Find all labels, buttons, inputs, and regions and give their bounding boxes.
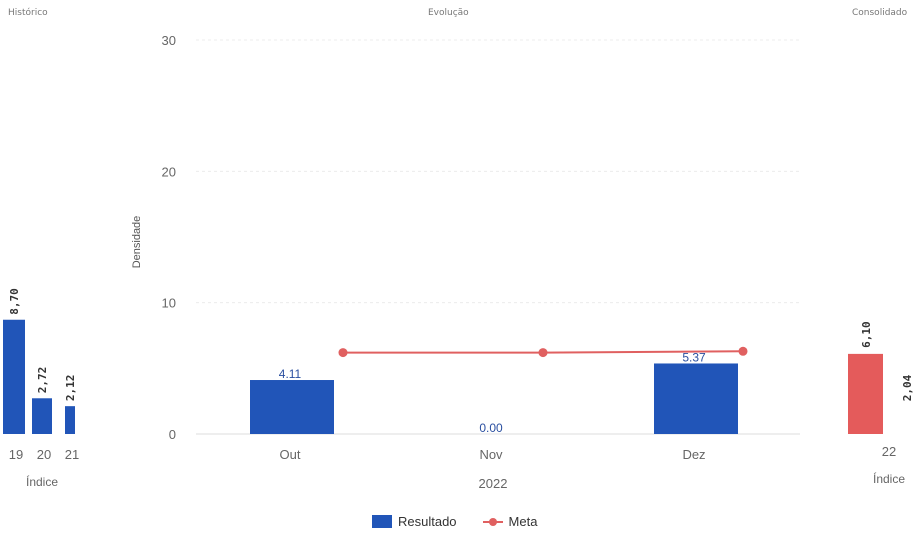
evolucao-data-label: 0.00 <box>479 421 503 435</box>
evolucao-resultado-bar <box>654 363 738 434</box>
evolucao-x-tick-label: Nov <box>479 447 503 462</box>
historico-tick-label: 20 <box>37 447 51 462</box>
evolucao-y-tick-label: 30 <box>162 33 176 48</box>
historico-bar <box>3 319 25 434</box>
consolidado-data-label: 6,10 <box>860 321 873 348</box>
evolucao-x-tick-label: Dez <box>682 447 705 462</box>
resultado-swatch <box>372 515 392 528</box>
historico-data-label: 2,12 <box>64 375 77 402</box>
historico-tick-label: 21 <box>65 447 79 462</box>
evolucao-data-label: 4.11 <box>279 367 302 381</box>
consolidado-axis-label: Índice <box>873 471 905 486</box>
chart-legend: Resultado Meta <box>372 514 537 529</box>
consolidado-chart: 6,10 2,04 22 Índice <box>848 321 916 486</box>
historico-title: Histórico <box>8 8 48 18</box>
evolucao-chart: 0 10 20 30 Densidade 4.11 Out 0.00 Nov 5.37 Dez 202… <box>131 33 800 491</box>
consolidado-panel: Consolidado 6,10 2,04 22 Índice <box>810 0 916 500</box>
evolucao-panel: Evolução 0 10 20 30 Densidade 4.11 Out 0.00 Nov 5… <box>110 0 810 500</box>
historico-panel: Histórico 8,70 19 2,72 20 2,12 21 Índice <box>0 0 110 500</box>
evolucao-y-tick-label: 0 <box>169 427 176 442</box>
historico-data-label: 8,70 <box>8 288 21 315</box>
evolucao-y-axis-label: Densidade <box>131 216 143 269</box>
consolidado-bar <box>902 407 916 434</box>
consolidado-tick-label: 22 <box>882 444 896 459</box>
legend-item-resultado[interactable]: Resultado <box>372 514 457 529</box>
evolucao-data-label: 5.37 <box>682 350 706 364</box>
legend-label-resultado: Resultado <box>398 514 457 529</box>
consolidado-title: Consolidado <box>852 8 908 18</box>
consolidado-bar <box>848 353 883 434</box>
evolucao-x-axis-label: 2022 <box>479 476 508 491</box>
historico-data-label: 2,72 <box>36 367 49 394</box>
evolucao-y-tick-label: 20 <box>162 164 176 179</box>
historico-bar <box>65 406 75 434</box>
consolidado-data-label: 2,04 <box>901 374 914 401</box>
historico-tick-label: 19 <box>9 447 23 462</box>
historico-bar <box>32 398 52 434</box>
evolucao-title: Evolução <box>428 8 469 18</box>
legend-label-meta: Meta <box>508 514 538 529</box>
historico-axis-label: Índice <box>26 474 58 489</box>
meta-swatch <box>482 515 503 528</box>
evolucao-meta-point <box>538 348 548 358</box>
historico-chart: 8,70 19 2,72 20 2,12 21 Índice <box>3 288 79 489</box>
evolucao-meta-point <box>738 346 748 356</box>
evolucao-resultado-bar <box>250 380 334 434</box>
evolucao-meta-point <box>338 348 348 358</box>
legend-item-meta[interactable]: Meta <box>482 514 538 529</box>
evolucao-x-tick-label: Out <box>280 447 301 462</box>
evolucao-y-tick-label: 10 <box>162 296 176 311</box>
